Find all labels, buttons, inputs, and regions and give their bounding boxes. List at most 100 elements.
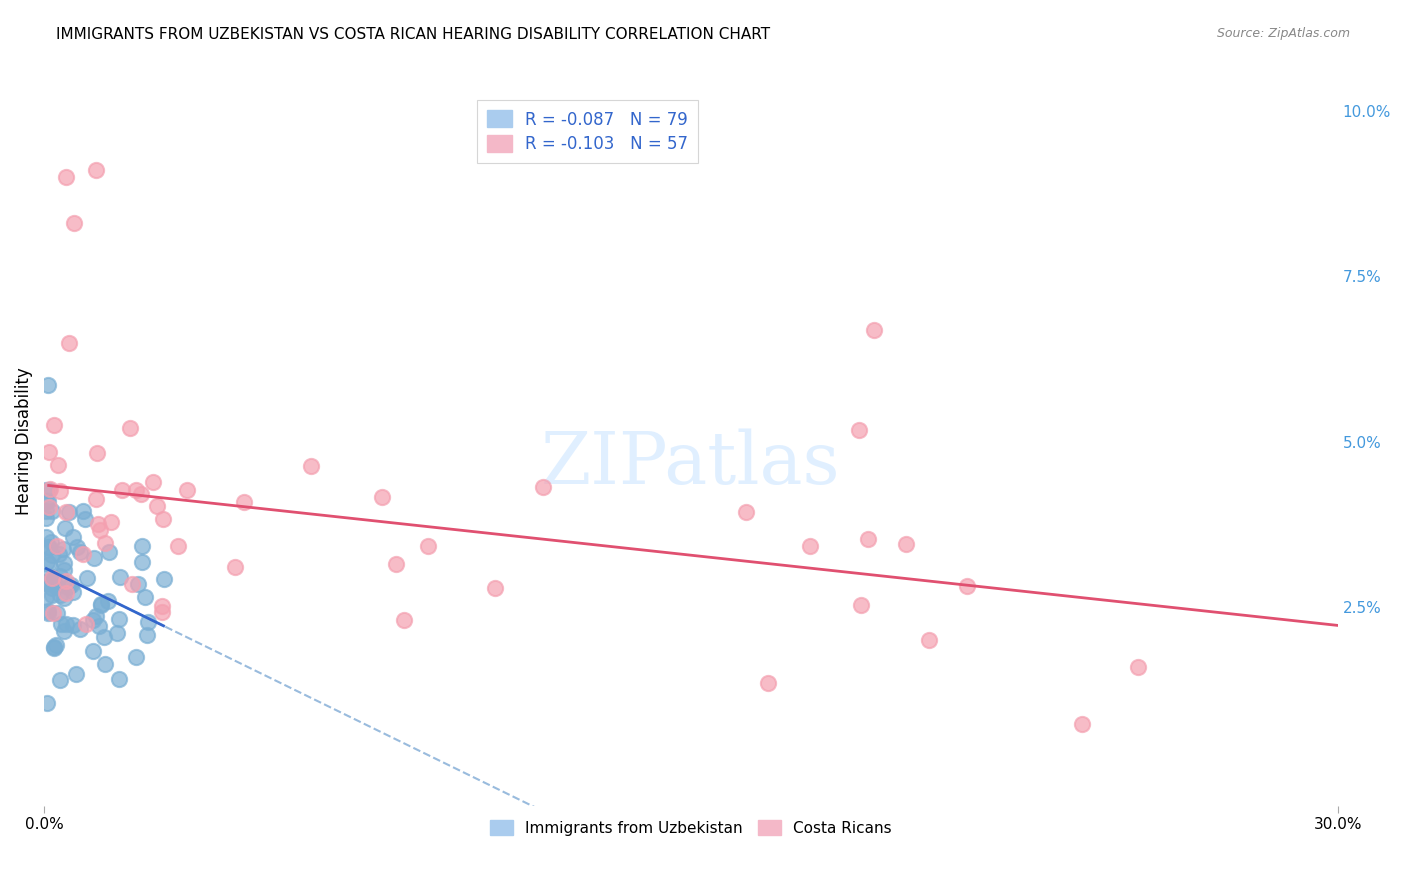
Point — [69, 545, 91, 559]
Point — [146, 499, 169, 513]
Point — [53, 521, 76, 535]
Point — [150, 606, 173, 620]
Point — [46, 539, 69, 553]
Point — [108, 569, 131, 583]
Text: Source: ZipAtlas.com: Source: ZipAtlas.com — [1216, 27, 1350, 40]
Point — [58, 505, 80, 519]
Point — [94, 536, 117, 550]
Point — [55, 506, 77, 520]
Point — [87, 517, 110, 532]
Point — [35, 591, 58, 605]
Point — [83, 551, 105, 566]
Point — [49, 673, 72, 687]
Point — [41, 504, 63, 518]
Point — [41, 549, 63, 563]
Point — [38, 444, 60, 458]
Point — [42, 640, 65, 655]
Point — [224, 560, 246, 574]
Point — [41, 571, 63, 585]
Point — [108, 612, 131, 626]
Point — [72, 504, 94, 518]
Point — [125, 483, 148, 498]
Point — [75, 617, 97, 632]
Point — [48, 547, 70, 561]
Point — [136, 615, 159, 630]
Point — [1126, 660, 1149, 674]
Point — [39, 534, 62, 549]
Point — [416, 539, 439, 553]
Point — [121, 576, 143, 591]
Point — [58, 335, 80, 350]
Point — [35, 494, 58, 508]
Point — [76, 571, 98, 585]
Point — [51, 616, 73, 631]
Point — [111, 483, 134, 497]
Point — [93, 657, 115, 671]
Point — [56, 581, 79, 595]
Point — [82, 643, 104, 657]
Point — [84, 608, 107, 623]
Point — [45, 638, 67, 652]
Point — [84, 492, 107, 507]
Point — [46, 606, 69, 620]
Point — [35, 576, 58, 591]
Point — [59, 578, 82, 592]
Point — [129, 487, 152, 501]
Point — [41, 581, 63, 595]
Text: IMMIGRANTS FROM UZBEKISTAN VS COSTA RICAN HEARING DISABILITY CORRELATION CHART: IMMIGRANTS FROM UZBEKISTAN VS COSTA RICA… — [56, 27, 770, 42]
Text: ZIPatlas: ZIPatlas — [541, 428, 841, 499]
Point — [105, 625, 128, 640]
Point — [35, 511, 58, 525]
Point — [66, 540, 89, 554]
Point — [37, 604, 59, 618]
Point — [100, 515, 122, 529]
Point — [35, 574, 58, 589]
Point — [38, 540, 60, 554]
Point — [90, 598, 112, 612]
Point — [44, 641, 66, 656]
Point — [894, 537, 917, 551]
Point — [37, 606, 59, 620]
Point — [848, 423, 870, 437]
Point — [142, 475, 165, 489]
Point — [35, 483, 58, 497]
Point — [49, 569, 72, 583]
Point — [135, 628, 157, 642]
Point — [98, 545, 121, 559]
Point — [233, 495, 256, 509]
Point — [38, 557, 60, 571]
Point — [956, 579, 979, 593]
Point — [176, 483, 198, 498]
Point — [93, 630, 115, 644]
Point — [484, 581, 506, 595]
Point — [918, 633, 941, 648]
Point — [48, 588, 70, 602]
Point — [799, 539, 821, 553]
Point — [48, 483, 70, 498]
Point — [55, 574, 77, 588]
Point — [42, 418, 65, 433]
Point — [120, 421, 142, 435]
Point — [37, 555, 59, 569]
Point — [385, 557, 408, 571]
Point — [89, 523, 111, 537]
Point — [127, 577, 149, 591]
Point — [72, 547, 94, 561]
Point — [299, 459, 322, 474]
Point — [38, 568, 60, 582]
Point — [152, 572, 174, 586]
Point — [63, 216, 86, 230]
Point — [531, 480, 554, 494]
Point — [86, 446, 108, 460]
Point — [53, 556, 76, 570]
Point — [84, 163, 107, 178]
Point — [108, 673, 131, 687]
Point — [52, 624, 75, 638]
Point — [134, 591, 156, 605]
Point — [35, 697, 58, 711]
Point — [131, 555, 153, 569]
Point — [392, 613, 415, 627]
Point — [97, 593, 120, 607]
Point — [48, 458, 70, 473]
Point — [734, 505, 756, 519]
